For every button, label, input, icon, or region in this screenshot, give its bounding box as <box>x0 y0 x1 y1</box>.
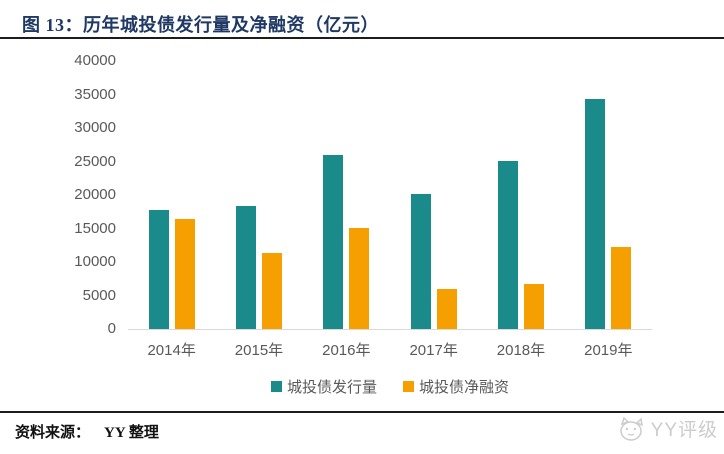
x-tick-label: 2015年 <box>234 342 284 359</box>
x-tick-label: 2016年 <box>322 342 371 359</box>
x-tick-label: 2018年 <box>496 342 546 359</box>
figure-title: 图 13：历年城投债发行量及净融资（亿元） <box>22 15 379 35</box>
bar-城投债净融资-2014年 <box>174 219 195 329</box>
legend-label: 城投债发行量 <box>286 379 377 396</box>
x-tick-label: 2014年 <box>147 342 196 359</box>
bar-group-2019年 <box>585 61 632 329</box>
chart-legend: 城投债发行量 城投债净融资 <box>128 376 652 397</box>
figure-footer: 资料来源： YY 整理 YY评级 <box>0 411 724 454</box>
legend-label: 城投债净融资 <box>419 379 510 396</box>
y-tick-label: 10000 <box>74 253 116 270</box>
y-tick-label: 40000 <box>74 52 116 69</box>
y-tick-label: 30000 <box>74 119 116 136</box>
watermark-text: YY评级 <box>650 420 718 441</box>
bar-group-2018年 <box>497 61 544 329</box>
y-tick-label: 5000 <box>82 286 116 304</box>
bar-城投债净融资-2018年 <box>523 284 544 329</box>
bar-城投债净融资-2019年 <box>611 247 632 329</box>
figure-header: 图 13：历年城投债发行量及净融资（亿元） <box>0 0 724 39</box>
bar-城投债发行量-2015年 <box>235 206 256 329</box>
legend-swatch-icon <box>270 381 282 392</box>
x-tick-label: 2019年 <box>584 342 633 359</box>
bar-group-2014年 <box>148 61 195 329</box>
x-tick-label: 2017年 <box>409 342 458 359</box>
bar-group-2017年 <box>410 61 457 329</box>
bar-chart: 0 5000 10000 15000 20000 25000 30000 35000 40000… <box>0 40 724 405</box>
bar-城投债发行量-2017年 <box>410 194 431 329</box>
bar-城投债净融资-2017年 <box>436 289 457 329</box>
legend-item-城投债净融资: 城投债净融资 <box>403 376 509 397</box>
y-tick-label: 25000 <box>74 152 116 170</box>
source-note: 资料来源： YY 整理 <box>15 421 159 442</box>
y-tick-label: 20000 <box>74 186 116 203</box>
y-tick-label: 35000 <box>74 85 116 103</box>
bar-城投债净融资-2016年 <box>349 228 370 329</box>
y-tick-label: 0 <box>107 320 116 337</box>
bar-group-2015年 <box>235 61 282 329</box>
source-text: YY 整理 <box>104 425 159 441</box>
bar-城投债发行量-2019年 <box>585 99 606 329</box>
legend-item-城投债发行量: 城投债发行量 <box>270 376 377 397</box>
y-tick-label: 15000 <box>74 219 116 237</box>
bar-城投债发行量-2018年 <box>497 161 518 329</box>
source-label: 资料来源： <box>15 425 91 441</box>
plot-area <box>128 61 652 330</box>
cat-logo-icon <box>619 416 643 441</box>
x-axis-tick-labels: 2014年 2015年 2016年 2017年 2018年 2019年 <box>128 339 652 360</box>
bar-group-2016年 <box>323 61 370 329</box>
bar-城投债发行量-2014年 <box>148 210 169 329</box>
legend-swatch-icon <box>403 381 414 392</box>
bar-城投债净融资-2015年 <box>261 253 282 329</box>
bar-城投债发行量-2016年 <box>323 155 344 329</box>
yy-rating-watermark: YY评级 <box>617 415 718 442</box>
